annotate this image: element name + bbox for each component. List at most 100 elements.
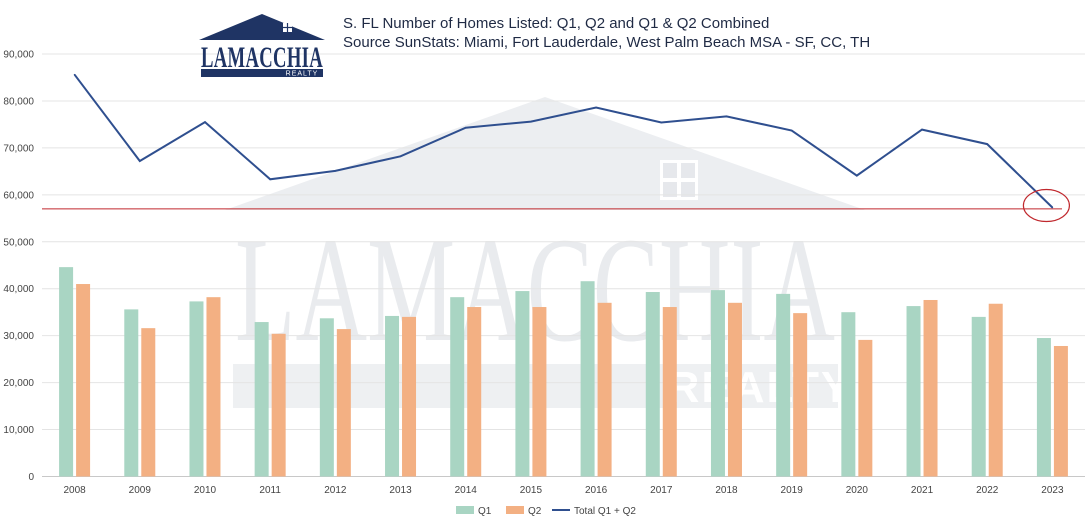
total-point xyxy=(464,126,467,129)
legend-swatch-q1 xyxy=(456,506,474,514)
logo-roof xyxy=(199,14,325,40)
x-tick-label: 2022 xyxy=(976,485,999,496)
bar-q1 xyxy=(776,293,791,477)
series-line-total xyxy=(73,74,1054,209)
total-point xyxy=(595,106,597,109)
bar-q2 xyxy=(336,329,351,477)
x-tick-label: 2021 xyxy=(911,485,934,496)
watermark-window-pane xyxy=(681,163,695,178)
bar-q2 xyxy=(988,303,1003,477)
bar-q2 xyxy=(1053,345,1068,477)
bar-q1 xyxy=(710,290,725,477)
logo: LAMACCHIA REALTY xyxy=(199,14,325,78)
watermark-sub: REALTY xyxy=(668,363,853,412)
legend: Q1 Q2 Total Q1 + Q2 xyxy=(456,506,636,517)
highlight-circle xyxy=(1022,188,1071,223)
y-tick-label: 50,000 xyxy=(3,237,34,248)
y-tick-label: 60,000 xyxy=(3,190,34,201)
watermark-window-pane xyxy=(681,182,695,197)
x-tick-label: 2016 xyxy=(585,485,608,496)
logo-sub: REALTY xyxy=(286,71,319,78)
legend-label-total: Total Q1 + Q2 xyxy=(574,506,636,517)
total-point xyxy=(660,121,663,124)
x-tick-label: 2010 xyxy=(194,485,217,496)
total-point xyxy=(334,170,337,172)
bar-q1 xyxy=(450,297,465,477)
x-tick-label: 2020 xyxy=(846,485,869,496)
bar-q2 xyxy=(793,313,808,477)
x-tick-label: 2014 xyxy=(455,485,478,496)
x-tick-label: 2017 xyxy=(650,485,673,496)
watermark-window-pane xyxy=(663,163,677,178)
bar-q1 xyxy=(254,322,269,477)
total-point xyxy=(725,115,728,118)
total-point xyxy=(73,73,76,76)
x-tick-label: 2011 xyxy=(259,485,281,496)
bar-q1 xyxy=(385,315,400,477)
bar-q2 xyxy=(662,307,677,477)
watermark-roof xyxy=(225,97,865,210)
x-tick-label: 2019 xyxy=(781,485,804,496)
x-axis-labels: 2008 2009 2010 2011 2012 2013 2014 2015 2016 2017… xyxy=(63,485,1063,496)
bar-q1 xyxy=(645,292,660,477)
bar-series xyxy=(59,267,1068,477)
watermark-window-pane xyxy=(663,182,677,197)
bar-q2 xyxy=(76,284,91,477)
bar-q1 xyxy=(906,306,921,477)
total-point xyxy=(399,155,402,158)
chart-title: S. FL Number of Homes Listed: Q1, Q2 and… xyxy=(343,15,769,32)
bar-q1 xyxy=(841,312,856,477)
x-tick-label: 2008 xyxy=(63,485,86,496)
total-point xyxy=(986,143,989,145)
total-line-points xyxy=(73,73,1054,209)
bar-q1 xyxy=(1036,338,1051,477)
legend-swatch-q2 xyxy=(506,506,524,514)
bar-q1 xyxy=(319,318,334,477)
y-tick-label: 40,000 xyxy=(3,284,34,295)
bar-q1 xyxy=(580,281,595,477)
bar-q2 xyxy=(206,297,221,477)
bar-q2 xyxy=(597,302,612,477)
logo-wordmark: LAMACCHIA xyxy=(201,41,323,74)
total-point xyxy=(204,121,206,123)
y-axis-labels: 0 10,000 20,000 30,000 40,000 50,000 60,000 70,… xyxy=(3,50,34,484)
y-tick-label: 0 xyxy=(28,472,34,483)
logo-sub-band xyxy=(201,69,323,77)
total-point xyxy=(790,129,793,132)
y-tick-label: 20,000 xyxy=(3,378,34,389)
x-tick-label: 2023 xyxy=(1041,485,1064,496)
bar-q1 xyxy=(189,301,204,477)
bar-q2 xyxy=(271,333,286,477)
bar-q2 xyxy=(467,307,482,477)
bar-q2 xyxy=(532,307,547,477)
bar-q2 xyxy=(141,328,156,477)
y-tick-label: 80,000 xyxy=(3,96,34,107)
total-point xyxy=(856,174,858,177)
chart-subtitle: Source SunStats: Miami, Fort Lauderdale,… xyxy=(343,34,870,51)
x-tick-label: 2015 xyxy=(520,485,543,496)
x-tick-label: 2018 xyxy=(715,485,738,496)
total-point xyxy=(530,120,532,123)
total-point xyxy=(921,128,923,131)
bar-q1 xyxy=(515,291,530,477)
bar-q1 xyxy=(59,267,74,477)
x-tick-label: 2013 xyxy=(389,485,412,496)
x-tick-label: 2009 xyxy=(129,485,152,496)
total-point xyxy=(1051,206,1054,209)
bar-q2 xyxy=(727,302,742,477)
x-tick-label: 2012 xyxy=(324,485,347,496)
legend-label-q1: Q1 xyxy=(478,506,492,517)
total-point xyxy=(269,178,271,181)
bar-q1 xyxy=(971,316,986,477)
y-tick-label: 10,000 xyxy=(3,425,34,436)
bar-q1 xyxy=(124,309,139,477)
bar-q2 xyxy=(923,299,938,477)
legend-label-q2: Q2 xyxy=(528,506,542,517)
bar-q2 xyxy=(402,316,417,477)
y-tick-label: 70,000 xyxy=(3,143,34,154)
bar-q2 xyxy=(858,339,873,477)
total-point xyxy=(138,160,141,162)
y-tick-label: 30,000 xyxy=(3,331,34,342)
y-tick-label: 90,000 xyxy=(3,50,34,61)
